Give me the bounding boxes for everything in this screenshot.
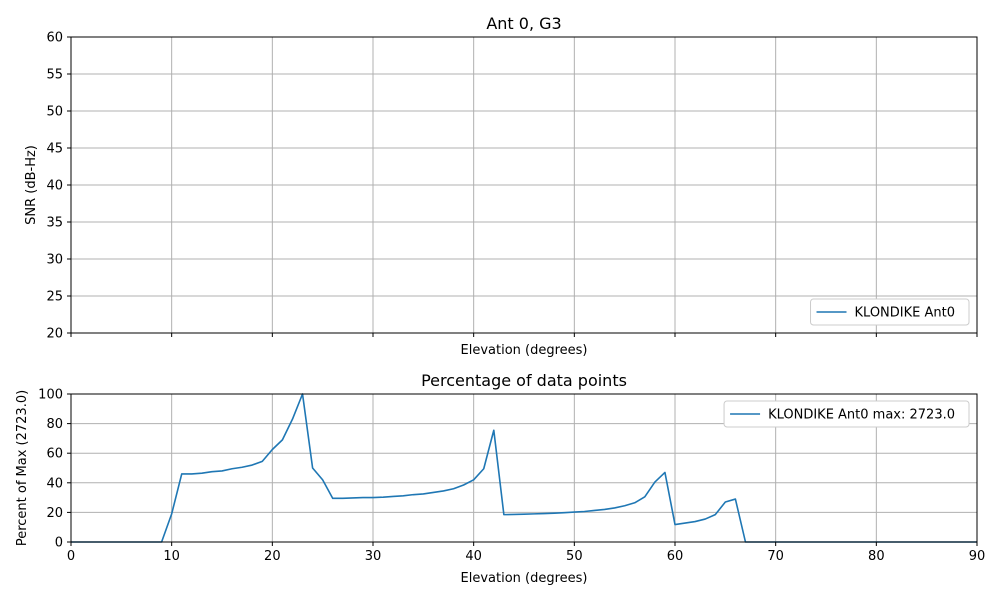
y-tick-label: 25 bbox=[46, 290, 63, 305]
percent-legend: KLONDIKE Ant0 max: 2723.0 bbox=[723, 400, 970, 428]
snr-legend-label: KLONDIKE Ant0 bbox=[855, 306, 955, 321]
snr-panel: 20 25 30 35 40 45 50 55 60 Ant 0, G3 Elevation (… bbox=[24, 14, 978, 358]
y-tick-label: 20 bbox=[46, 506, 63, 521]
y-tick-label: 55 bbox=[46, 68, 63, 83]
x-tick-label: 40 bbox=[465, 549, 482, 564]
x-tick-label: 70 bbox=[767, 549, 784, 564]
percent-legend-label: KLONDIKE Ant0 max: 2723.0 bbox=[768, 408, 955, 423]
x-tick-label: 60 bbox=[667, 549, 684, 564]
x-tick-label: 20 bbox=[264, 549, 281, 564]
y-tick-label: 50 bbox=[46, 105, 63, 120]
y-tick-label: 40 bbox=[46, 179, 63, 194]
y-tick-label: 60 bbox=[46, 31, 63, 46]
x-tick-label: 0 bbox=[67, 549, 75, 564]
x-tick-label: 50 bbox=[566, 549, 583, 564]
percent-y-axis-label: Percent of Max (2723.0) bbox=[15, 390, 30, 546]
snr-legend-box bbox=[810, 298, 970, 326]
snr-legend: KLONDIKE Ant0 bbox=[810, 298, 970, 326]
snr-grid bbox=[70, 36, 978, 334]
percent-panel: 0 10 20 30 40 50 60 70 80 90 0 20 40 60 80 100 Percenta… bbox=[15, 371, 985, 586]
percent-ticks: 0 10 20 30 40 50 60 70 80 90 0 20 40 60 80 100 bbox=[38, 388, 985, 565]
snr-x-axis-label: Elevation (degrees) bbox=[461, 343, 588, 358]
y-tick-label: 35 bbox=[46, 216, 63, 231]
percent-chart-title: Percentage of data points bbox=[421, 371, 627, 390]
snr-ticks: 20 25 30 35 40 45 50 55 60 bbox=[46, 31, 978, 342]
y-tick-label: 30 bbox=[46, 253, 63, 268]
y-tick-label: 60 bbox=[46, 447, 63, 462]
percent-x-axis-label: Elevation (degrees) bbox=[461, 571, 588, 586]
percent-axes-frame bbox=[70, 393, 978, 543]
y-tick-label: 100 bbox=[38, 388, 63, 403]
x-tick-label: 30 bbox=[365, 549, 382, 564]
x-tick-label: 80 bbox=[868, 549, 885, 564]
snr-y-axis-label: SNR (dB-Hz) bbox=[24, 145, 39, 225]
y-tick-label: 20 bbox=[46, 327, 63, 342]
snr-chart-title: Ant 0, G3 bbox=[486, 14, 561, 33]
x-tick-label: 90 bbox=[969, 549, 986, 564]
x-tick-label: 10 bbox=[163, 549, 180, 564]
y-tick-label: 40 bbox=[46, 476, 63, 491]
percent-legend-box bbox=[723, 400, 970, 428]
y-tick-label: 80 bbox=[46, 417, 63, 432]
y-tick-label: 0 bbox=[55, 536, 63, 551]
y-tick-label: 45 bbox=[46, 142, 63, 157]
